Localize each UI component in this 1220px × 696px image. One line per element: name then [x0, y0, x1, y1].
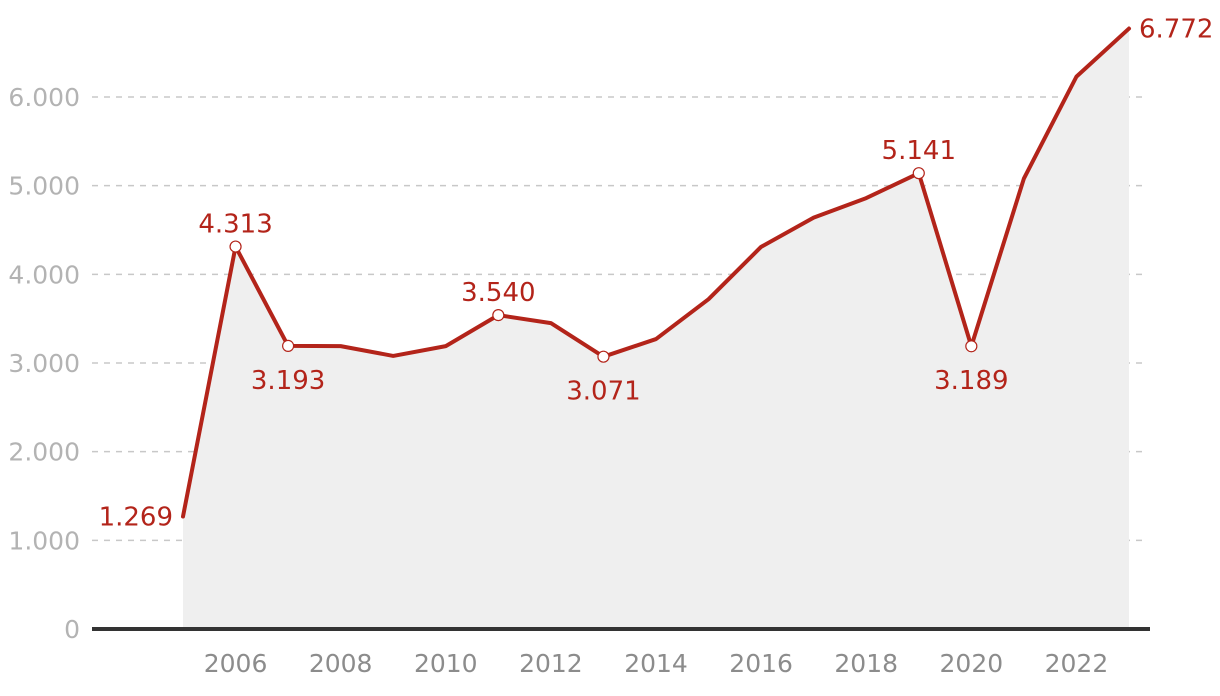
- y-tick-label: 4.000: [8, 260, 80, 289]
- area-layer: [183, 28, 1129, 630]
- data-label: 5.141: [882, 136, 956, 166]
- data-point-marker: [597, 350, 610, 363]
- x-tick-label: 2022: [1045, 649, 1109, 678]
- data-point-marker: [912, 167, 925, 180]
- x-tick-label: 2020: [940, 649, 1004, 678]
- data-label: 3.071: [566, 377, 640, 407]
- x-axis-ticks: 2006 2008 2010 2012 2014 2016 2018 2020 2022: [204, 649, 1109, 678]
- y-axis-ticks: 0 1.000 2.000 3.000 4.000 5.000 6.000: [8, 83, 80, 644]
- y-tick-label: 3.000: [8, 349, 80, 378]
- area-fill: [183, 28, 1129, 630]
- x-tick-label: 2010: [414, 649, 478, 678]
- data-label: 6.772: [1139, 15, 1213, 45]
- x-tick-label: 2008: [309, 649, 373, 678]
- data-point-marker: [282, 339, 295, 352]
- y-tick-label: 1.000: [8, 526, 80, 555]
- x-tick-label: 2018: [834, 649, 898, 678]
- data-point-marker: [229, 240, 242, 253]
- x-tick-label: 2012: [519, 649, 583, 678]
- y-tick-label: 6.000: [8, 83, 80, 112]
- data-label: 3.189: [934, 366, 1008, 396]
- data-point-marker: [492, 309, 505, 322]
- data-label: 3.540: [461, 278, 535, 308]
- y-tick-label: 2.000: [8, 438, 80, 467]
- x-tick-label: 2006: [204, 649, 268, 678]
- x-tick-label: 2016: [729, 649, 793, 678]
- data-label-layer: 1.269 4.313 3.193 3.540 3.071 5.141 3.189 6.772: [99, 15, 1214, 533]
- y-tick-label: 5.000: [8, 172, 80, 201]
- data-point-marker: [965, 340, 978, 353]
- data-label: 3.193: [251, 366, 325, 396]
- y-tick-label: 0: [64, 615, 80, 644]
- x-tick-label: 2014: [624, 649, 688, 678]
- data-label: 4.313: [198, 210, 272, 240]
- marker-layer: [229, 167, 978, 363]
- data-label: 1.269: [99, 502, 173, 532]
